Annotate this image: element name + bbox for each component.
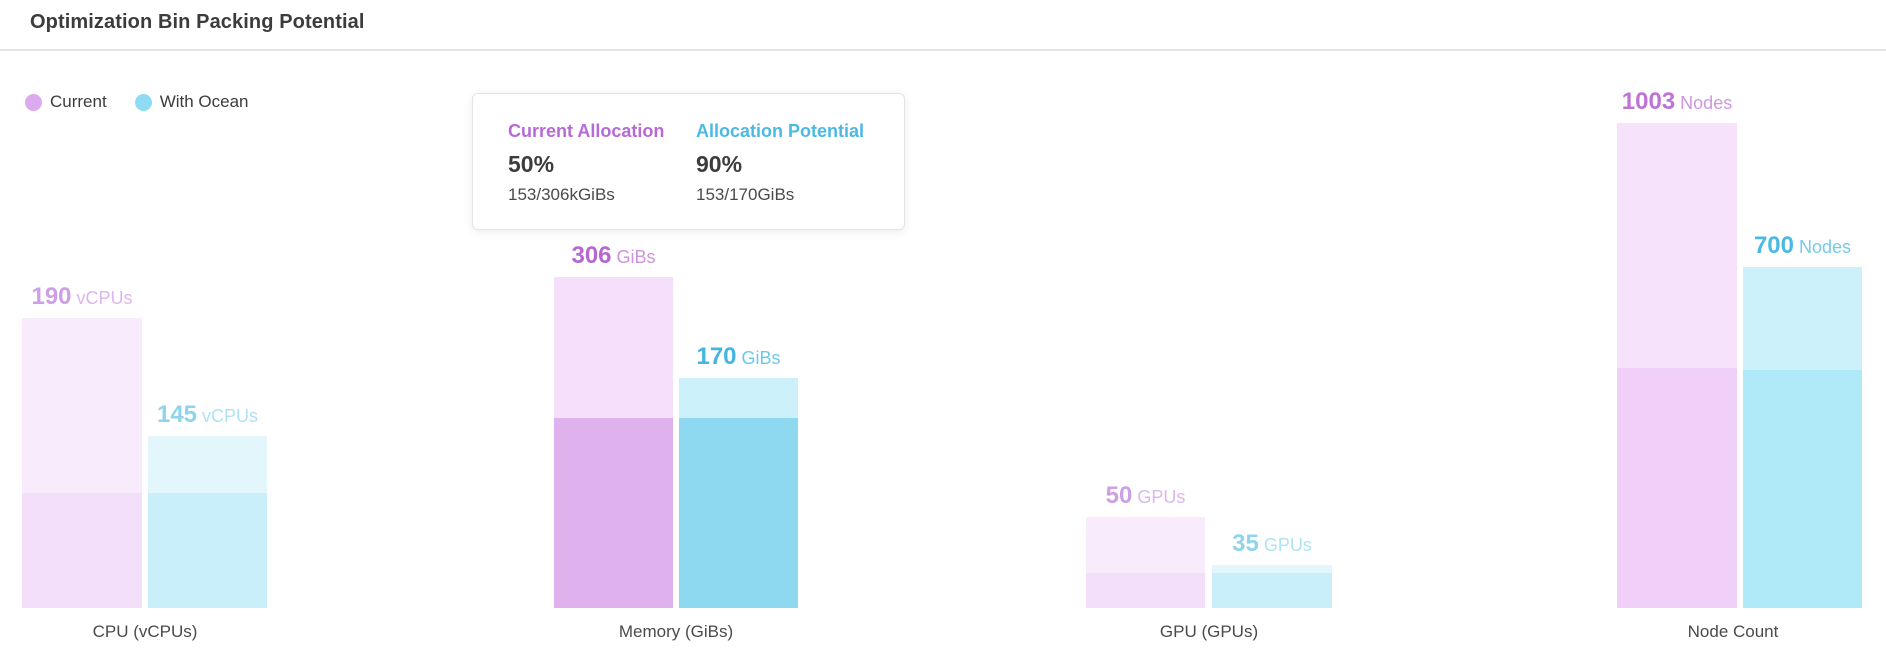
tooltip-detail-value: 153/170GiBs [696, 185, 795, 204]
legend-item-label: Current [50, 92, 107, 111]
bar-value-unit: vCPUs [71, 288, 133, 308]
bar-value-number: 170 [696, 343, 737, 370]
category-label-cpu-vcpus: CPU (vCPUs) [92, 622, 198, 641]
tooltip-detail-value: 153/306kGiBs [508, 185, 615, 204]
bar-value-number: 700 [1753, 232, 1794, 259]
bar-value-number: 306 [571, 242, 612, 269]
bar-value-label-gpu-gpus-current: 50 GPUs [1086, 484, 1205, 508]
bar-cpu-vcpus-with-ocean[interactable] [148, 436, 267, 608]
bar-used-section-gpu-gpus-current [1086, 573, 1205, 608]
category-label-memory-gibs: Memory (GiBs) [618, 622, 734, 641]
bar-value-label-cpu-vcpus-with-ocean: 145 vCPUs [148, 403, 267, 427]
bar-value-number: 50 [1105, 482, 1133, 509]
bar-value-unit: Nodes [1675, 93, 1733, 113]
bar-used-section-cpu-vcpus-with-ocean [148, 493, 267, 608]
category-label-gpu-gpus: GPU (GPUs) [1159, 622, 1259, 641]
bar-value-label-gpu-gpus-with-ocean: 35 GPUs [1212, 532, 1332, 556]
bar-gpu-gpus-current[interactable] [1086, 517, 1205, 608]
bar-value-unit: GiBs [611, 247, 656, 267]
bar-value-unit: GPUs [1258, 535, 1312, 555]
bar-gpu-gpus-with-ocean[interactable] [1212, 565, 1332, 608]
bar-value-label-memory-gibs-with-ocean: 170 GiBs [679, 345, 798, 369]
tooltip-allocation-potential: Allocation Potential 90% 153/170GiBs [696, 121, 884, 229]
with-ocean-series-dot-icon [134, 93, 152, 111]
tooltip-column-title: Allocation Potential [696, 121, 865, 141]
bar-value-unit: GPUs [1132, 487, 1186, 507]
tooltip-column-title: Current Allocation [508, 121, 665, 141]
category-label-node-count: Node Count [1687, 622, 1779, 641]
legend-item-with-ocean[interactable]: With Ocean [134, 92, 249, 112]
bar-used-section-cpu-vcpus-current [22, 493, 142, 608]
bar-value-unit: Nodes [1794, 237, 1852, 257]
current-series-dot-icon [25, 93, 42, 111]
bar-value-unit: GiBs [736, 348, 781, 368]
tooltip-percent-value: 90% [696, 151, 743, 177]
bar-cpu-vcpus-current[interactable] [22, 318, 142, 608]
bar-used-section-node-count-current [1617, 368, 1737, 608]
bar-value-label-node-count-current: 1003 Nodes [1617, 90, 1737, 114]
bar-value-number: 1003 [1621, 88, 1676, 115]
header-divider [0, 49, 1886, 51]
bar-memory-gibs-current[interactable] [554, 277, 673, 608]
bar-used-section-memory-gibs-current [554, 418, 673, 608]
tooltip-current-allocation: Current Allocation 50% 153/306kGiBs [508, 121, 696, 229]
legend-item-label: With Ocean [159, 92, 249, 111]
legend-item-current[interactable]: Current [25, 92, 107, 112]
bar-value-number: 145 [156, 401, 198, 428]
bar-used-section-node-count-with-ocean [1743, 370, 1862, 608]
tooltip-percent-value: 50% [508, 151, 555, 177]
page-title: Optimization Bin Packing Potential [30, 11, 365, 33]
chart-legend: Current With Ocean [25, 92, 249, 112]
bar-value-unit: vCPUs [197, 406, 259, 426]
bar-value-label-node-count-with-ocean: 700 Nodes [1743, 234, 1862, 258]
chart-tooltip: Current Allocation 50% 153/306kGiBs Allo… [472, 93, 905, 230]
bar-node-count-current[interactable] [1617, 123, 1737, 608]
bar-used-section-memory-gibs-with-ocean [679, 418, 798, 608]
bar-memory-gibs-with-ocean[interactable] [679, 378, 798, 608]
bar-value-number: 35 [1232, 530, 1259, 557]
bar-value-number: 190 [31, 283, 72, 310]
bar-used-section-gpu-gpus-with-ocean [1212, 573, 1332, 608]
bar-node-count-with-ocean[interactable] [1743, 267, 1862, 608]
bar-value-label-memory-gibs-current: 306 GiBs [554, 244, 673, 268]
bar-value-label-cpu-vcpus-current: 190 vCPUs [22, 285, 142, 309]
